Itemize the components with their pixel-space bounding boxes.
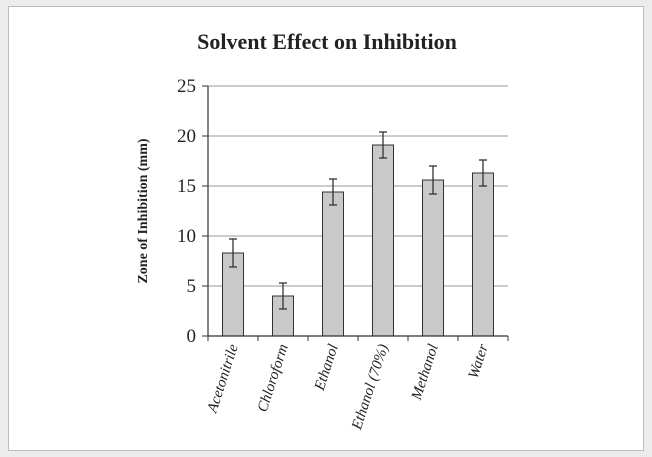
category-label: Ethanol	[312, 342, 342, 393]
category-label: Methanol	[409, 342, 442, 403]
y-tick-label: 10	[177, 226, 196, 247]
category-label: Ethanol (70%)	[349, 342, 392, 432]
y-tick-label: 15	[177, 176, 196, 197]
bar	[372, 144, 394, 337]
category-label: Acetonitrile	[204, 342, 242, 416]
y-tick-label: 5	[187, 276, 197, 297]
axes	[202, 85, 509, 341]
y-axis-title: Zone of Inhibition (mm)	[136, 138, 151, 283]
y-tick-label: 25	[177, 76, 196, 97]
category-label: Chloroform	[255, 342, 292, 414]
y-tick-label: 0	[187, 326, 197, 347]
category-label: Water	[466, 342, 492, 381]
bars	[222, 131, 494, 337]
bar	[472, 172, 494, 337]
bar	[322, 191, 344, 337]
y-tick-label: 20	[177, 126, 196, 147]
gridlines	[208, 85, 508, 287]
chart-title: Solvent Effect on Inhibition	[197, 29, 457, 54]
bar	[422, 179, 444, 337]
